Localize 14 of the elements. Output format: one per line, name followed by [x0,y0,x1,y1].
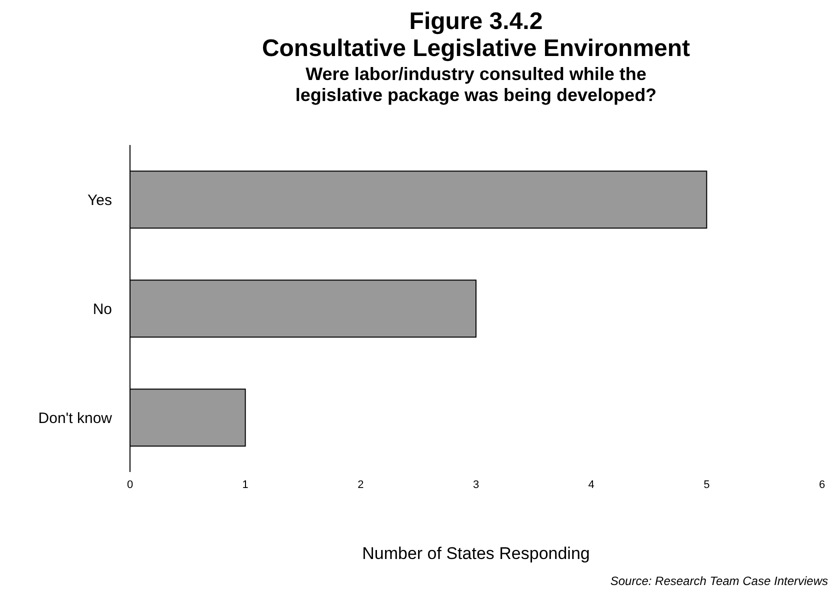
source-note: Source: Research Team Case Interviews [610,574,828,588]
y-tick-label: No [92,300,112,318]
x-tick-label: 3 [472,478,480,491]
x-tick-label: 5 [704,478,710,491]
x-tick-label: 6 [818,478,826,491]
chart-subtitle: Were labor/industry consulted while the legislative package was being developed? [294,64,658,106]
x-tick-label: 0 [126,478,134,491]
y-tick-label: Don't know [38,410,112,427]
x-tick-label: 4 [588,478,594,491]
x-tick-label: 2 [358,478,364,491]
x-axis-title: Number of States Responding [361,544,591,564]
x-tick-label: 1 [242,478,248,491]
chart-title: Figure 3.4.2 Consultative Legislative Environment [260,8,692,62]
y-tick-label: Yes [88,192,112,209]
